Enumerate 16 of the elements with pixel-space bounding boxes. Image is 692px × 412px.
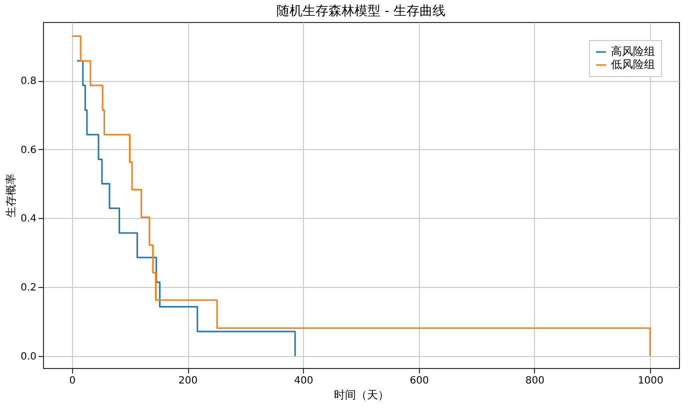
chart-title: 随机生存森林模型 - 生存曲线 [276,4,446,19]
y-tick-label: 0.6 [20,144,36,156]
y-tick-label: 0.2 [20,282,36,294]
y-tick-label: 0.8 [20,76,36,88]
x-tick-label: 0 [69,376,76,386]
x-tick-label: 600 [410,376,429,386]
x-axis-title: 时间（天） [334,388,389,402]
x-tick-label: 200 [178,376,198,386]
x-tick-label: 800 [525,376,544,386]
y-tick-label: 0.0 [20,351,36,362]
y-axis-title: 生存概率 [4,174,18,218]
x-tick-label: 400 [294,376,314,386]
x-tick-label: 1000 [638,376,664,386]
legend-label: 低风险组 [611,58,655,71]
y-tick-label: 0.4 [20,214,36,225]
legend-label: 高风险组 [611,45,655,58]
